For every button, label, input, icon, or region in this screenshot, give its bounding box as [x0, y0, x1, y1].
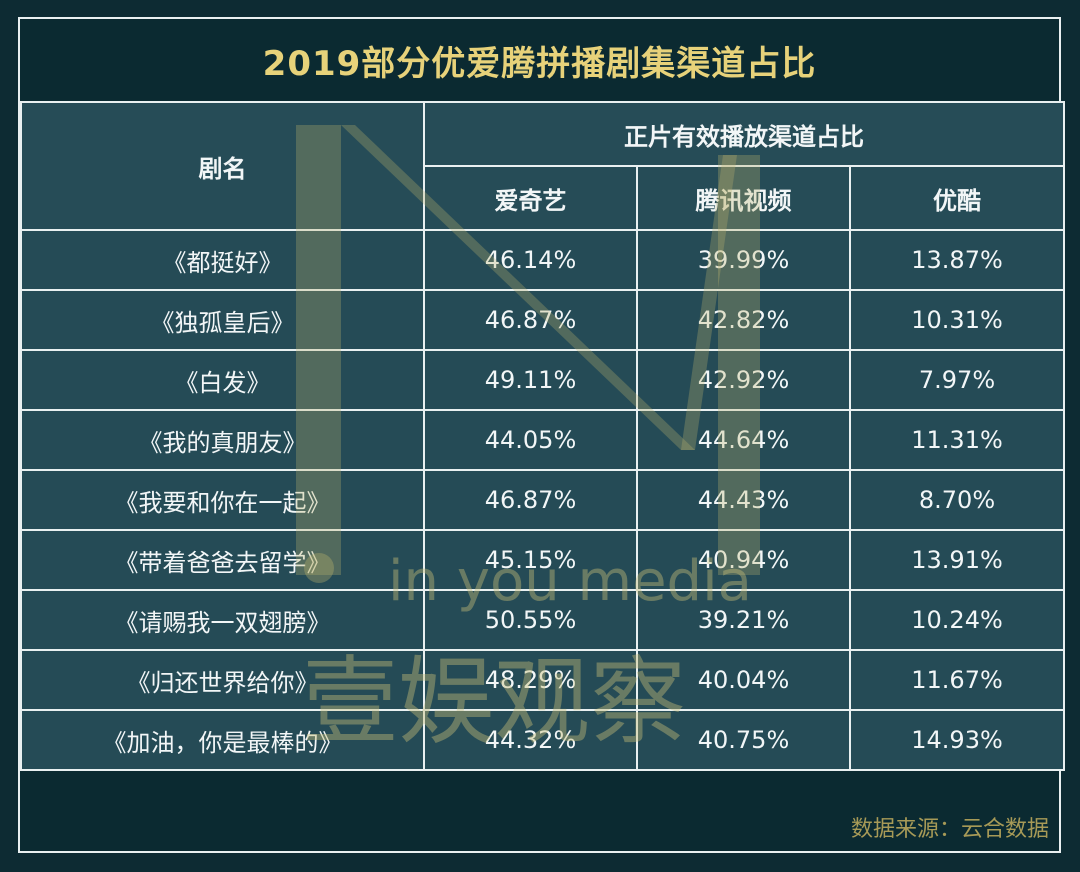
drama-name-cell: 《白发》: [20, 349, 425, 411]
tencent-share-cell: 39.21%: [636, 589, 851, 651]
table-row: 《我的真朋友》 44.05% 44.64% 11.31%: [20, 409, 1066, 471]
iqiyi-share-cell: 46.87%: [423, 289, 638, 351]
tencent-share-cell: 40.94%: [636, 529, 851, 591]
tencent-share-cell: 40.75%: [636, 709, 851, 771]
table-row: 《白发》 49.11% 42.92% 7.97%: [20, 349, 1066, 411]
youku-share-cell: 13.91%: [848, 529, 1066, 591]
iqiyi-share-cell: 44.05%: [423, 409, 638, 471]
tencent-share-cell: 44.43%: [636, 469, 851, 531]
youku-share-cell: 10.31%: [848, 289, 1066, 351]
youku-share-cell: 14.93%: [848, 709, 1066, 771]
header-row-2: 爱奇艺 腾讯视频 优酷: [21, 165, 1066, 231]
tencent-share-cell: 42.82%: [636, 289, 851, 351]
tencent-share-cell: 39.99%: [636, 229, 851, 291]
header-group: 正片有效播放渠道占比: [422, 101, 1066, 167]
youku-share-cell: 7.97%: [848, 349, 1066, 411]
table-frame: 2019部分优爱腾拼播剧集渠道占比 剧名 正片有效播放渠道占比 爱奇艺 腾讯视频…: [18, 17, 1066, 853]
table-row: 《加油，你是最棒的》 44.32% 40.75% 14.93%: [20, 709, 1066, 771]
youku-share-cell: 8.70%: [848, 469, 1066, 531]
chart-title: 2019部分优爱腾拼播剧集渠道占比: [20, 19, 1059, 101]
drama-name-cell: 《都挺好》: [20, 229, 425, 291]
iqiyi-share-cell: 44.32%: [423, 709, 638, 771]
youku-share-cell: 13.87%: [848, 229, 1066, 291]
header-iqiyi: 爱奇艺: [423, 165, 638, 231]
iqiyi-share-cell: 49.11%: [423, 349, 638, 411]
data-table: 剧名 正片有效播放渠道占比 爱奇艺 腾讯视频 优酷 《都挺好》 46.14% 39.…: [20, 101, 1066, 771]
youku-share-cell: 10.24%: [848, 589, 1066, 651]
iqiyi-share-cell: 46.14%: [423, 229, 638, 291]
drama-name-cell: 《请赐我一双翅膀》: [20, 589, 425, 651]
youku-share-cell: 11.67%: [848, 649, 1066, 711]
drama-name-cell: 《我要和你在一起》: [20, 469, 425, 531]
table-row: 《都挺好》 46.14% 39.99% 13.87%: [20, 229, 1066, 291]
header-youku: 优酷: [848, 165, 1066, 231]
table-row: 《请赐我一双翅膀》 50.55% 39.21% 10.24%: [20, 589, 1066, 651]
iqiyi-share-cell: 48.29%: [423, 649, 638, 711]
table-row: 《归还世界给你》 48.29% 40.04% 11.67%: [20, 649, 1066, 711]
table-body: 《都挺好》 46.14% 39.99% 13.87% 《独孤皇后》 46.87% 42.82…: [20, 229, 1066, 771]
youku-share-cell: 11.31%: [848, 409, 1066, 471]
source-note: 数据来源：云合数据: [20, 803, 1059, 851]
table-row: 《独孤皇后》 46.87% 42.82% 10.31%: [20, 289, 1066, 351]
tencent-share-cell: 44.64%: [636, 409, 851, 471]
header-tencent: 腾讯视频: [636, 165, 851, 231]
tencent-share-cell: 42.92%: [636, 349, 851, 411]
table-row: 《带着爸爸去留学》 45.15% 40.94% 13.91%: [20, 529, 1066, 591]
tencent-share-cell: 40.04%: [636, 649, 851, 711]
iqiyi-share-cell: 46.87%: [423, 469, 638, 531]
data-table-wrap: 剧名 正片有效播放渠道占比 爱奇艺 腾讯视频 优酷 《都挺好》 46.14% 39.…: [20, 101, 1066, 771]
drama-name-cell: 《带着爸爸去留学》: [20, 529, 425, 591]
header-row-1: 剧名 正片有效播放渠道占比: [20, 101, 1066, 231]
drama-name-cell: 《独孤皇后》: [20, 289, 425, 351]
drama-name-cell: 《我的真朋友》: [20, 409, 425, 471]
drama-name-cell: 《加油，你是最棒的》: [20, 709, 425, 771]
iqiyi-share-cell: 50.55%: [423, 589, 638, 651]
header-name: 剧名: [20, 101, 425, 231]
iqiyi-share-cell: 45.15%: [423, 529, 638, 591]
table-row: 《我要和你在一起》 46.87% 44.43% 8.70%: [20, 469, 1066, 531]
drama-name-cell: 《归还世界给你》: [20, 649, 425, 711]
